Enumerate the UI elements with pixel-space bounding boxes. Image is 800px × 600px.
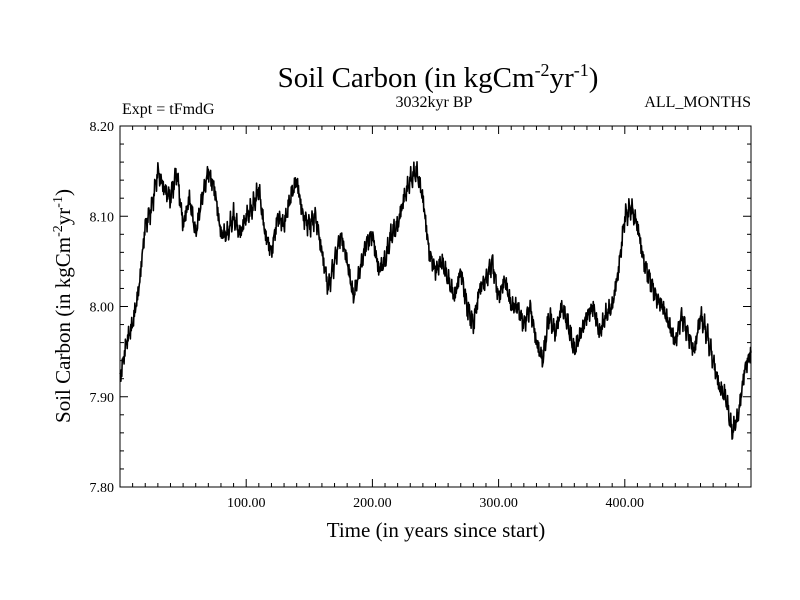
y-axis-label-end: ) [51, 189, 75, 196]
subtitle-center: 3032kyr BP [396, 94, 473, 111]
x-tick-label: 300.00 [479, 496, 518, 511]
x-tick-label: 100.00 [227, 496, 266, 511]
y-axis-ticks: 7.80 7.90 8.00 8.10 8.20 [90, 120, 751, 496]
y-axis-label-main: Soil Carbon (in kgCm [51, 237, 75, 423]
y-axis-label-sup1: -2 [51, 225, 66, 237]
chart-title-end: ) [589, 62, 599, 94]
chart-title-main: Soil Carbon (in kgCm [278, 62, 535, 94]
y-tick-label: 7.80 [90, 481, 115, 496]
y-tick-label: 7.90 [90, 391, 115, 406]
series-line [119, 160, 752, 440]
y-axis-label-sup2: -1 [51, 196, 66, 208]
chart-title: Soil Carbon (in kgCm-2yr-1) [278, 60, 599, 94]
y-tick-label: 8.00 [90, 301, 115, 316]
subtitle-right: ALL_MONTHS [644, 94, 751, 111]
y-tick-label: 8.20 [90, 120, 115, 135]
chart-title-sup1: -2 [535, 60, 550, 80]
chart-title-sup2: -1 [574, 60, 589, 80]
subtitle-left: Expt = tFmdG [122, 101, 215, 118]
y-axis-label: Soil Carbon (in kgCm-2yr-1) [51, 189, 75, 423]
y-axis-label-mid: yr [51, 208, 75, 226]
x-tick-label: 400.00 [606, 496, 645, 511]
chart-title-mid: yr [550, 62, 575, 94]
x-axis-label: Time (in years since start) [327, 518, 546, 542]
x-tick-label: 200.00 [353, 496, 392, 511]
series-group [119, 160, 752, 440]
y-tick-label: 8.10 [90, 210, 115, 225]
x-axis-ticks: 100.00 200.00 300.00 400.00 [227, 126, 644, 511]
